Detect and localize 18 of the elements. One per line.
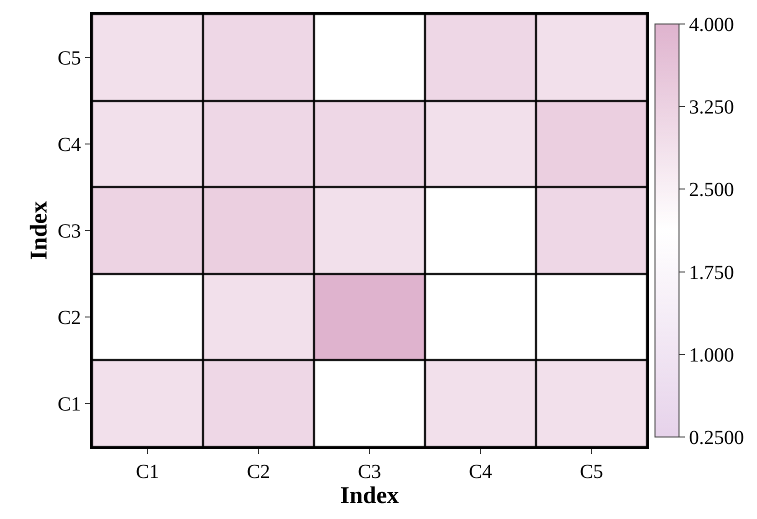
y-tick-label: C3 <box>58 220 81 242</box>
y-tick-label: C1 <box>58 394 81 416</box>
color-bar-label: 3.250 <box>689 96 734 119</box>
color-bar-label: 1.000 <box>689 344 734 366</box>
y-tick-label: C2 <box>58 307 81 330</box>
x-tick-label: C2 <box>246 461 270 483</box>
x-tick-label: C1 <box>136 461 160 483</box>
x-tick-label: C4 <box>468 461 492 483</box>
color-bar-label: 1.750 <box>689 262 734 284</box>
color-bar-label: 0.2500 <box>689 427 744 449</box>
x-tick-label: C3 <box>358 461 382 483</box>
y-axis-title: Index <box>26 201 52 260</box>
x-tick-label: C5 <box>580 461 604 483</box>
y-tick-label: C5 <box>58 47 81 70</box>
color-bar-label: 4.000 <box>689 14 734 36</box>
color-bar-label: 2.500 <box>689 179 734 202</box>
x-axis-title: Index <box>340 483 399 509</box>
y-tick-label: C4 <box>58 134 81 156</box>
